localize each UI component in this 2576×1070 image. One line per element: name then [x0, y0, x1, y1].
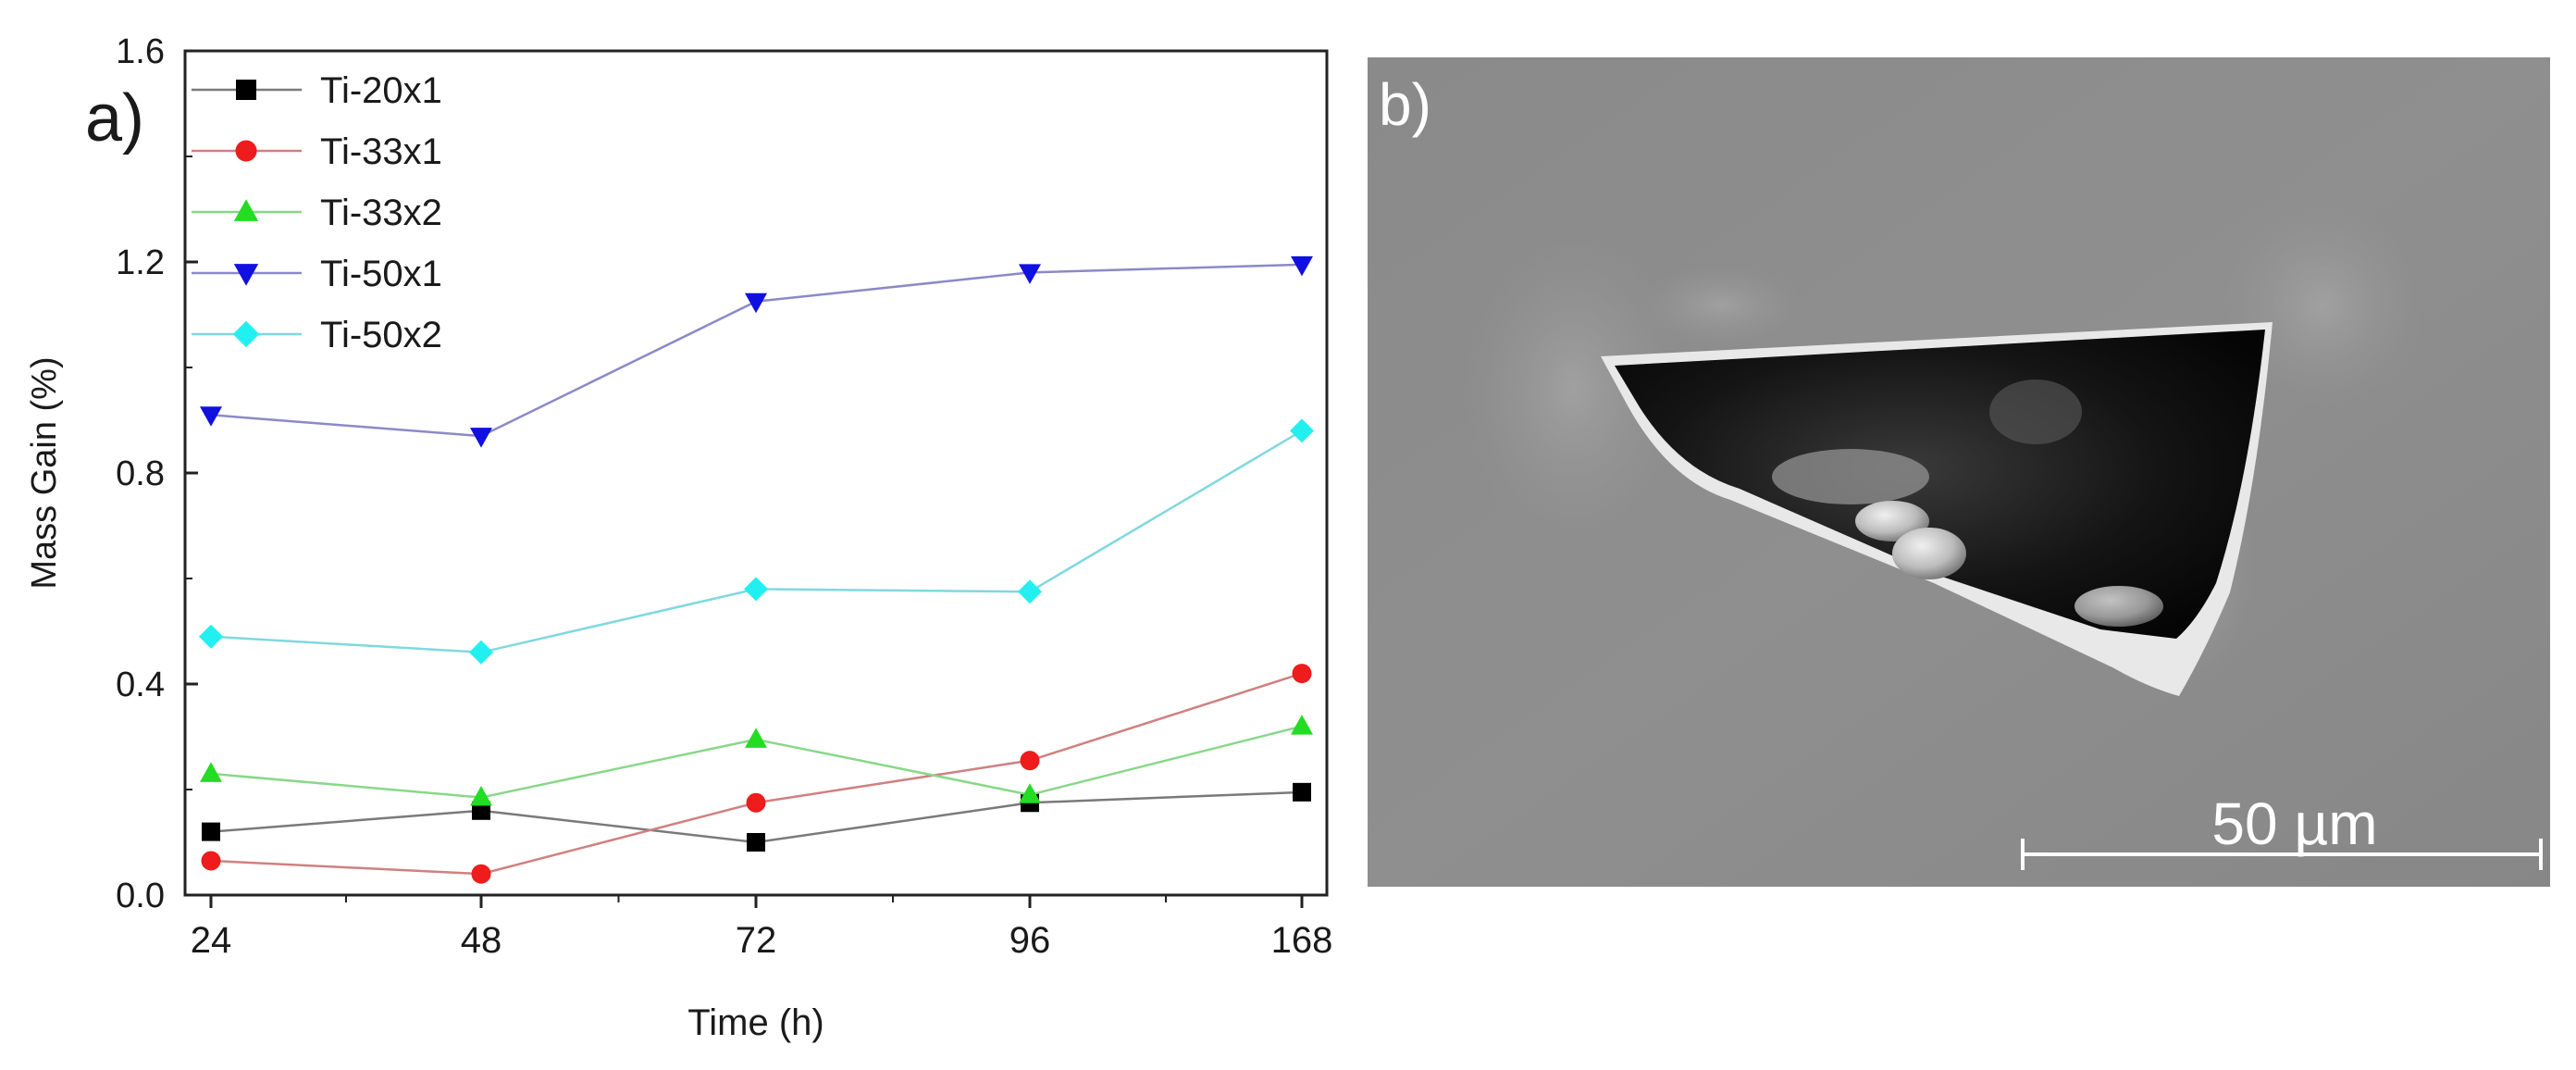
panel-a-label: a) [85, 81, 144, 156]
legend-item: Ti-20x1 [192, 70, 442, 111]
series-ti-50x1 [200, 255, 1313, 448]
series-line [210, 429, 1303, 654]
y-tick-label: 0.8 [116, 454, 165, 493]
data-point [1020, 751, 1040, 771]
y-tick-label: 1.2 [116, 243, 165, 282]
data-point [1293, 782, 1311, 802]
data-point [1291, 715, 1313, 735]
legend-label: Ti-33x2 [320, 193, 442, 233]
data-point [744, 577, 768, 602]
legend-marker [233, 264, 259, 286]
x-tick-label: 72 [736, 920, 777, 961]
data-point [470, 428, 492, 448]
x-axis-label: Time (h) [687, 1002, 824, 1043]
legend-item: Ti-50x1 [192, 254, 442, 294]
data-point [746, 792, 766, 813]
data-point [1019, 783, 1041, 803]
data-point [1019, 264, 1041, 284]
data-point [1018, 579, 1042, 604]
data-point [745, 728, 767, 748]
series-layer [199, 255, 1314, 884]
scale-bar: 50 µm [2021, 790, 2543, 870]
series-ti-33x1 [201, 664, 1312, 884]
data-point [201, 851, 221, 871]
data-point [202, 822, 220, 841]
legend-label: Ti-50x1 [320, 254, 442, 294]
data-point [1290, 418, 1314, 443]
particle [2074, 586, 2163, 627]
surface-halo [1462, 231, 1684, 546]
sem-micrograph: b) 50 µm [1368, 57, 2550, 887]
legend: Ti-20x1 Ti-33x1 Ti-33x2 Ti-50x1 Ti-50x2 [192, 70, 442, 355]
legend-marker [236, 80, 256, 100]
data-point [745, 292, 767, 314]
data-point [469, 640, 493, 665]
legend-label: Ti-20x1 [320, 70, 442, 111]
y-tick-label: 0.4 [116, 666, 165, 704]
legend-marker [232, 320, 260, 348]
y-tick-label: 0.0 [116, 877, 165, 915]
data-point [199, 624, 223, 649]
legend-marker [235, 140, 257, 162]
particle [1892, 528, 1966, 579]
legend-item: Ti-33x1 [192, 131, 442, 172]
y-axis-ticks: 0.0 0.4 0.8 1.2 1.6 [116, 32, 198, 915]
y-axis-label: Mass Gain (%) [25, 356, 64, 589]
scale-bar-label: 50 µm [2211, 790, 2377, 857]
x-tick-label: 168 [1271, 920, 1333, 961]
panel-b-label: b) [1379, 71, 1431, 138]
data-point [471, 864, 491, 884]
pit [1615, 330, 2265, 639]
series-ti-50x2 [199, 418, 1314, 665]
x-axis-ticks: 24 48 72 96 168 [191, 895, 1333, 961]
surface-halo [2221, 204, 2424, 407]
legend-label: Ti-50x2 [320, 315, 442, 355]
legend-item: Ti-33x2 [192, 193, 442, 233]
x-tick-label: 96 [1009, 920, 1051, 961]
data-point [747, 833, 765, 852]
legend-marker [233, 199, 259, 221]
data-point [200, 406, 222, 427]
y-tick-label: 1.6 [116, 32, 165, 71]
plot-frame [183, 49, 1329, 897]
data-point [200, 762, 222, 782]
x-tick-label: 48 [461, 920, 502, 961]
series-ti-33x2 [200, 715, 1313, 806]
surface-halo [1638, 264, 1804, 347]
mass-gain-chart: 0.0 0.4 0.8 1.2 1.6 24 48 72 96 168 Ti-20x1 Ti-33… [25, 32, 1332, 1043]
pit-debris [1772, 449, 1929, 504]
pit-debris [1989, 379, 2082, 444]
legend-label: Ti-33x1 [320, 131, 442, 172]
legend-item: Ti-50x2 [192, 315, 442, 355]
x-tick-label: 24 [191, 920, 232, 961]
data-point [1292, 664, 1312, 684]
data-point [472, 801, 490, 820]
data-point [1291, 255, 1313, 277]
data-point [470, 786, 492, 806]
